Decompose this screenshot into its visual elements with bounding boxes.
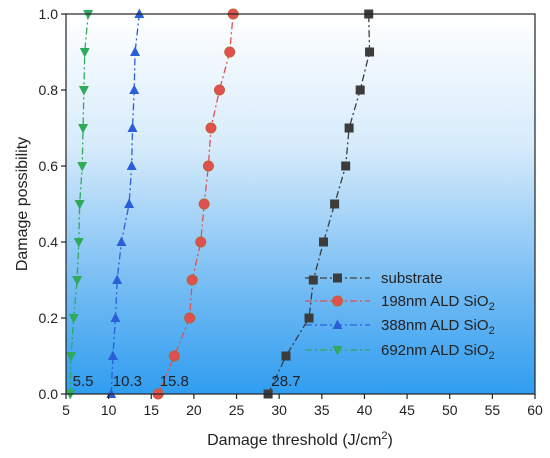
y-tick-label: 0.2 bbox=[39, 310, 59, 326]
x-tick-label: 60 bbox=[527, 402, 543, 418]
data-point bbox=[224, 46, 236, 58]
legend-marker bbox=[332, 346, 343, 356]
data-point bbox=[330, 199, 340, 209]
data-point bbox=[73, 238, 84, 248]
legend-marker bbox=[333, 273, 342, 283]
plot-background bbox=[66, 14, 535, 394]
y-tick-label: 0.4 bbox=[39, 234, 59, 250]
legend-entry: 388nm ALD SiO2 bbox=[305, 317, 495, 337]
legend-entry: 198nm ALD SiO2 bbox=[305, 293, 495, 313]
data-point bbox=[129, 84, 140, 94]
legend-marker bbox=[332, 319, 343, 329]
data-point bbox=[124, 198, 135, 208]
data-point bbox=[116, 236, 127, 246]
legend-label: 388nm ALD SiO2 bbox=[381, 317, 495, 337]
data-point bbox=[107, 350, 118, 360]
x-tick-label: 55 bbox=[485, 402, 501, 418]
x-tick-label: 10 bbox=[101, 402, 117, 418]
y-tick-label: 0.8 bbox=[39, 82, 59, 98]
axis-ticks: 5 10 15 20 25 30 35 40 45 50 55 60 0.0 0.2 0.4 0.6 0.8 1.… bbox=[39, 6, 543, 418]
data-point bbox=[79, 48, 90, 58]
x-tick-label: 50 bbox=[442, 402, 458, 418]
legend-label: substrate bbox=[381, 270, 443, 287]
data-point bbox=[198, 198, 210, 210]
data-point bbox=[130, 46, 141, 56]
data-point bbox=[304, 313, 314, 323]
data-point bbox=[365, 47, 375, 57]
data-point bbox=[168, 350, 180, 362]
data-point bbox=[319, 237, 329, 247]
legend-marker bbox=[332, 295, 343, 307]
data-point bbox=[127, 122, 138, 132]
legend-entry: substrate bbox=[305, 270, 443, 287]
y-tick-label: 0.0 bbox=[39, 386, 59, 402]
data-point bbox=[66, 352, 77, 362]
data-point bbox=[281, 351, 291, 361]
data-point bbox=[77, 162, 88, 172]
y-axis-title: Damage possibility bbox=[14, 137, 31, 271]
data-point bbox=[126, 160, 137, 170]
threshold-annotation: 5.5 bbox=[73, 373, 94, 390]
data-point bbox=[112, 274, 123, 284]
x-tick-label: 30 bbox=[271, 402, 287, 418]
data-point bbox=[344, 123, 354, 133]
data-point bbox=[213, 84, 225, 96]
x-tick-label: 15 bbox=[143, 402, 159, 418]
data-point bbox=[83, 10, 94, 20]
x-tick-label: 40 bbox=[357, 402, 373, 418]
data-point bbox=[68, 314, 79, 324]
legend-entry: 692nm ALD SiO2 bbox=[305, 342, 495, 362]
threshold-annotation: 28.7 bbox=[271, 373, 300, 390]
y-tick-label: 0.6 bbox=[39, 158, 59, 174]
data-point bbox=[355, 85, 365, 95]
legend-label: 198nm ALD SiO2 bbox=[381, 293, 495, 313]
y-tick-label: 1.0 bbox=[39, 6, 59, 22]
x-tick-label: 25 bbox=[229, 402, 245, 418]
threshold-annotation: 15.8 bbox=[160, 373, 189, 390]
data-point bbox=[195, 236, 207, 248]
legend: substrate 198nm ALD SiO2 388nm ALD SiO2 692… bbox=[305, 270, 495, 362]
series-3 bbox=[65, 10, 94, 400]
legend-label: 692nm ALD SiO2 bbox=[381, 342, 495, 362]
data-point bbox=[110, 312, 121, 322]
x-axis-title: Damage threshold (J/cm2) bbox=[207, 430, 393, 449]
x-tick-label: 5 bbox=[62, 402, 70, 418]
data-point bbox=[78, 86, 89, 96]
data-point bbox=[65, 390, 76, 400]
data-point bbox=[74, 200, 85, 210]
data-point bbox=[308, 275, 318, 285]
x-tick-label: 20 bbox=[186, 402, 202, 418]
data-point bbox=[78, 124, 89, 134]
data-point bbox=[202, 160, 214, 172]
data-point bbox=[341, 161, 351, 171]
data-point bbox=[72, 276, 83, 286]
data-point bbox=[186, 274, 198, 286]
data-point bbox=[134, 8, 145, 18]
series-line bbox=[267, 13, 371, 395]
series-2 bbox=[106, 8, 145, 398]
annotation-layer: 5.5 10.3 15.8 28.7 bbox=[73, 373, 301, 390]
plot-frame bbox=[65, 13, 536, 395]
data-point bbox=[184, 312, 196, 324]
threshold-annotation: 10.3 bbox=[113, 373, 142, 390]
data-point bbox=[205, 122, 217, 134]
x-tick-label: 35 bbox=[314, 402, 330, 418]
x-tick-label: 45 bbox=[399, 402, 415, 418]
